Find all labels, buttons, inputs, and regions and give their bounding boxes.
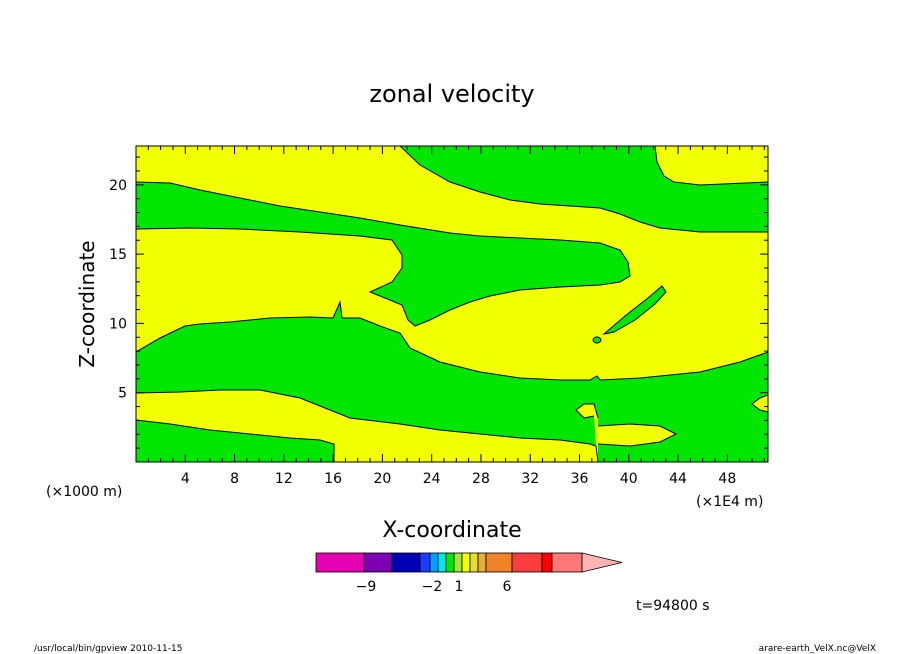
contour-field [136, 146, 768, 462]
colorbar-swatch [445, 552, 455, 573]
colorbar-label: −9 [356, 579, 377, 595]
colorbar-swatch [315, 552, 365, 573]
negative-region-upper [136, 182, 630, 326]
colorbar-extension [581, 552, 623, 573]
x-axis-label: X-coordinate [382, 518, 521, 543]
time-annotation: t=94800 s [636, 598, 710, 614]
x-tick-label: 48 [718, 471, 736, 487]
y-tick-label: 5 [118, 386, 127, 402]
colorbar-label: −2 [422, 579, 443, 595]
negative-region-top-right [400, 146, 768, 232]
negative-streak [604, 286, 666, 334]
negative-region-middle [136, 302, 768, 462]
y-axis-label: Z-coordinate [75, 240, 99, 367]
colorbar-swatch [437, 552, 447, 573]
x-tick-label: 20 [373, 471, 391, 487]
x-tick-label: 44 [669, 471, 687, 487]
negative-blob [593, 337, 601, 343]
x-tick-label: 12 [275, 471, 293, 487]
chart-title: zonal velocity [369, 80, 534, 108]
colorbar-swatch [477, 552, 487, 573]
plot-frame [135, 145, 769, 463]
x-tick-label: 16 [324, 471, 342, 487]
x-tick-label: 4 [181, 471, 190, 487]
colorbar-swatch [419, 552, 431, 573]
x-tick-labels: 4 8 12 16 20 24 28 32 36 40 44 48 [181, 471, 736, 487]
x-tick-label: 36 [571, 471, 589, 487]
colorbar-swatch [511, 552, 543, 573]
colorbar-swatch [461, 552, 471, 573]
colorbar-swatch [469, 552, 479, 573]
y-tick-label: 15 [109, 247, 127, 263]
contour-lines [136, 146, 768, 462]
x-axis-unit: (×1E4 m) [696, 494, 763, 510]
colorbar-swatch [429, 552, 439, 573]
y-tick-label: 10 [109, 316, 127, 332]
colorbar-swatch [541, 552, 553, 573]
footer-left: /usr/local/bin/gpview 2010-11-15 [34, 644, 182, 654]
positive-island-right [598, 424, 676, 446]
colorbar-label: 6 [503, 579, 512, 595]
x-tick-label: 28 [472, 471, 490, 487]
colorbar-swatch [453, 552, 463, 573]
colorbar-labels: −9 −2 1 6 [356, 579, 512, 595]
colorbar-swatch [485, 552, 513, 573]
x-tick-label: 32 [521, 471, 539, 487]
footer-right: arare-earth_VelX.nc@VelX [759, 644, 876, 654]
y-axis-unit: (×1000 m) [46, 484, 122, 500]
y-tick-labels: 5 10 15 20 [109, 178, 127, 402]
colorbar [315, 552, 623, 573]
colorbar-swatch [363, 552, 393, 573]
y-tick-label: 20 [109, 178, 127, 194]
x-tick-label: 8 [230, 471, 239, 487]
axis-ticks [136, 146, 768, 462]
colorbar-swatch [551, 552, 583, 573]
negative-region-lower [136, 420, 334, 462]
colorbar-label: 1 [455, 579, 464, 595]
x-tick-label: 24 [423, 471, 441, 487]
x-tick-label: 40 [620, 471, 638, 487]
colorbar-swatch [391, 552, 421, 573]
